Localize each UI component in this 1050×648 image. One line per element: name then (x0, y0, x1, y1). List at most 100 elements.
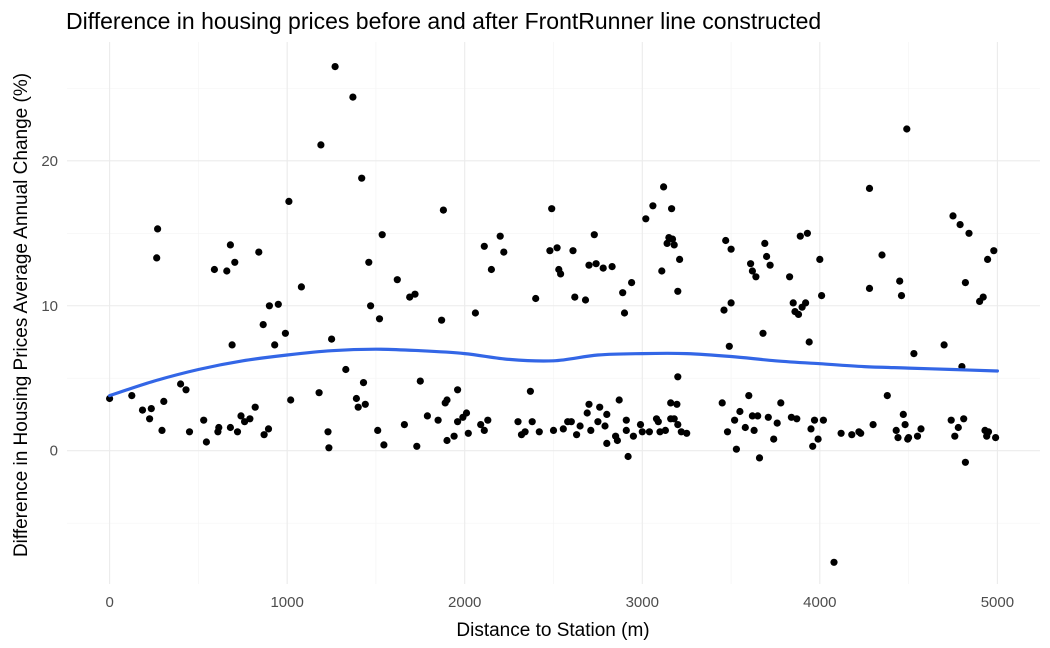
data-point (947, 416, 955, 424)
data-point (903, 125, 911, 133)
data-point (281, 329, 289, 337)
data-point (654, 418, 662, 426)
data-point (961, 279, 970, 287)
data-point (480, 242, 488, 250)
data-points (106, 63, 1000, 566)
data-point (342, 365, 350, 374)
data-point (897, 292, 906, 300)
data-point (484, 416, 492, 424)
data-point (599, 264, 607, 272)
data-point (752, 273, 760, 281)
data-point (805, 338, 813, 346)
data-point (521, 428, 529, 436)
data-point (106, 394, 114, 403)
data-point (349, 93, 357, 101)
data-point (670, 415, 678, 423)
data-point (416, 377, 424, 385)
data-point (883, 392, 891, 400)
data-point (803, 229, 812, 237)
data-point (374, 426, 382, 434)
data-point (200, 416, 208, 424)
data-point (668, 235, 677, 243)
data-point (226, 423, 234, 432)
data-point (380, 441, 388, 449)
data-point (592, 260, 600, 268)
data-point (910, 350, 918, 358)
data-point (365, 258, 373, 266)
data-point (663, 239, 671, 247)
data-point (264, 425, 273, 433)
data-point (477, 421, 485, 429)
smooth-curve (108, 347, 999, 398)
data-point (443, 436, 451, 445)
data-point (406, 293, 414, 301)
y-axis-title: Difference in Housing Prices Average Ann… (11, 73, 32, 557)
data-point (226, 241, 234, 249)
data-point (271, 341, 279, 349)
data-point (603, 410, 611, 418)
data-point (496, 232, 504, 240)
data-point (668, 205, 676, 213)
data-point (352, 394, 360, 403)
data-point (202, 438, 210, 446)
data-point (661, 426, 670, 434)
data-point (231, 258, 239, 266)
data-point (723, 428, 732, 436)
data-point (361, 400, 369, 408)
data-point (454, 418, 462, 426)
data-point (636, 421, 645, 429)
data-point (755, 454, 764, 462)
data-point (471, 309, 479, 317)
data-point (894, 434, 902, 442)
data-point (443, 396, 451, 404)
data-point (500, 248, 508, 256)
data-point (146, 415, 154, 423)
data-point (660, 183, 668, 191)
data-point (878, 251, 886, 259)
data-point (670, 241, 678, 249)
data-point (667, 399, 675, 407)
data-point (223, 267, 231, 275)
data-point (325, 444, 333, 452)
data-point (720, 306, 728, 314)
data-point (796, 232, 804, 240)
data-point (532, 294, 540, 303)
data-point (949, 212, 957, 220)
data-point (215, 423, 223, 432)
data-point (979, 293, 987, 301)
data-point (764, 413, 772, 421)
data-point (794, 310, 803, 318)
data-point (629, 432, 638, 440)
data-point (615, 396, 623, 404)
data-point (951, 432, 959, 440)
data-point (546, 247, 554, 255)
data-point (759, 329, 767, 337)
data-point (154, 225, 162, 233)
data-point (622, 426, 630, 434)
data-point (865, 184, 874, 192)
data-point (965, 229, 973, 237)
data-point (683, 429, 691, 437)
data-point (674, 421, 682, 429)
data-point (830, 558, 838, 566)
data-point (128, 392, 136, 400)
data-point (622, 416, 630, 424)
data-point (358, 174, 366, 182)
data-point (587, 426, 595, 434)
data-point (585, 261, 593, 269)
data-point (789, 299, 797, 307)
chart-title: Difference in housing prices before and … (66, 8, 822, 34)
smooth-line (108, 347, 999, 398)
data-point (228, 341, 236, 349)
data-point (917, 425, 925, 433)
x-axis-ticks: 0 1000 2000 3000 4000 5000 (105, 594, 1014, 611)
data-point (748, 267, 757, 275)
data-point (658, 267, 666, 275)
data-point (393, 276, 401, 284)
data-point (553, 244, 561, 252)
data-point (378, 231, 386, 239)
data-point (576, 422, 584, 430)
data-point (793, 415, 801, 423)
data-point (255, 248, 263, 256)
